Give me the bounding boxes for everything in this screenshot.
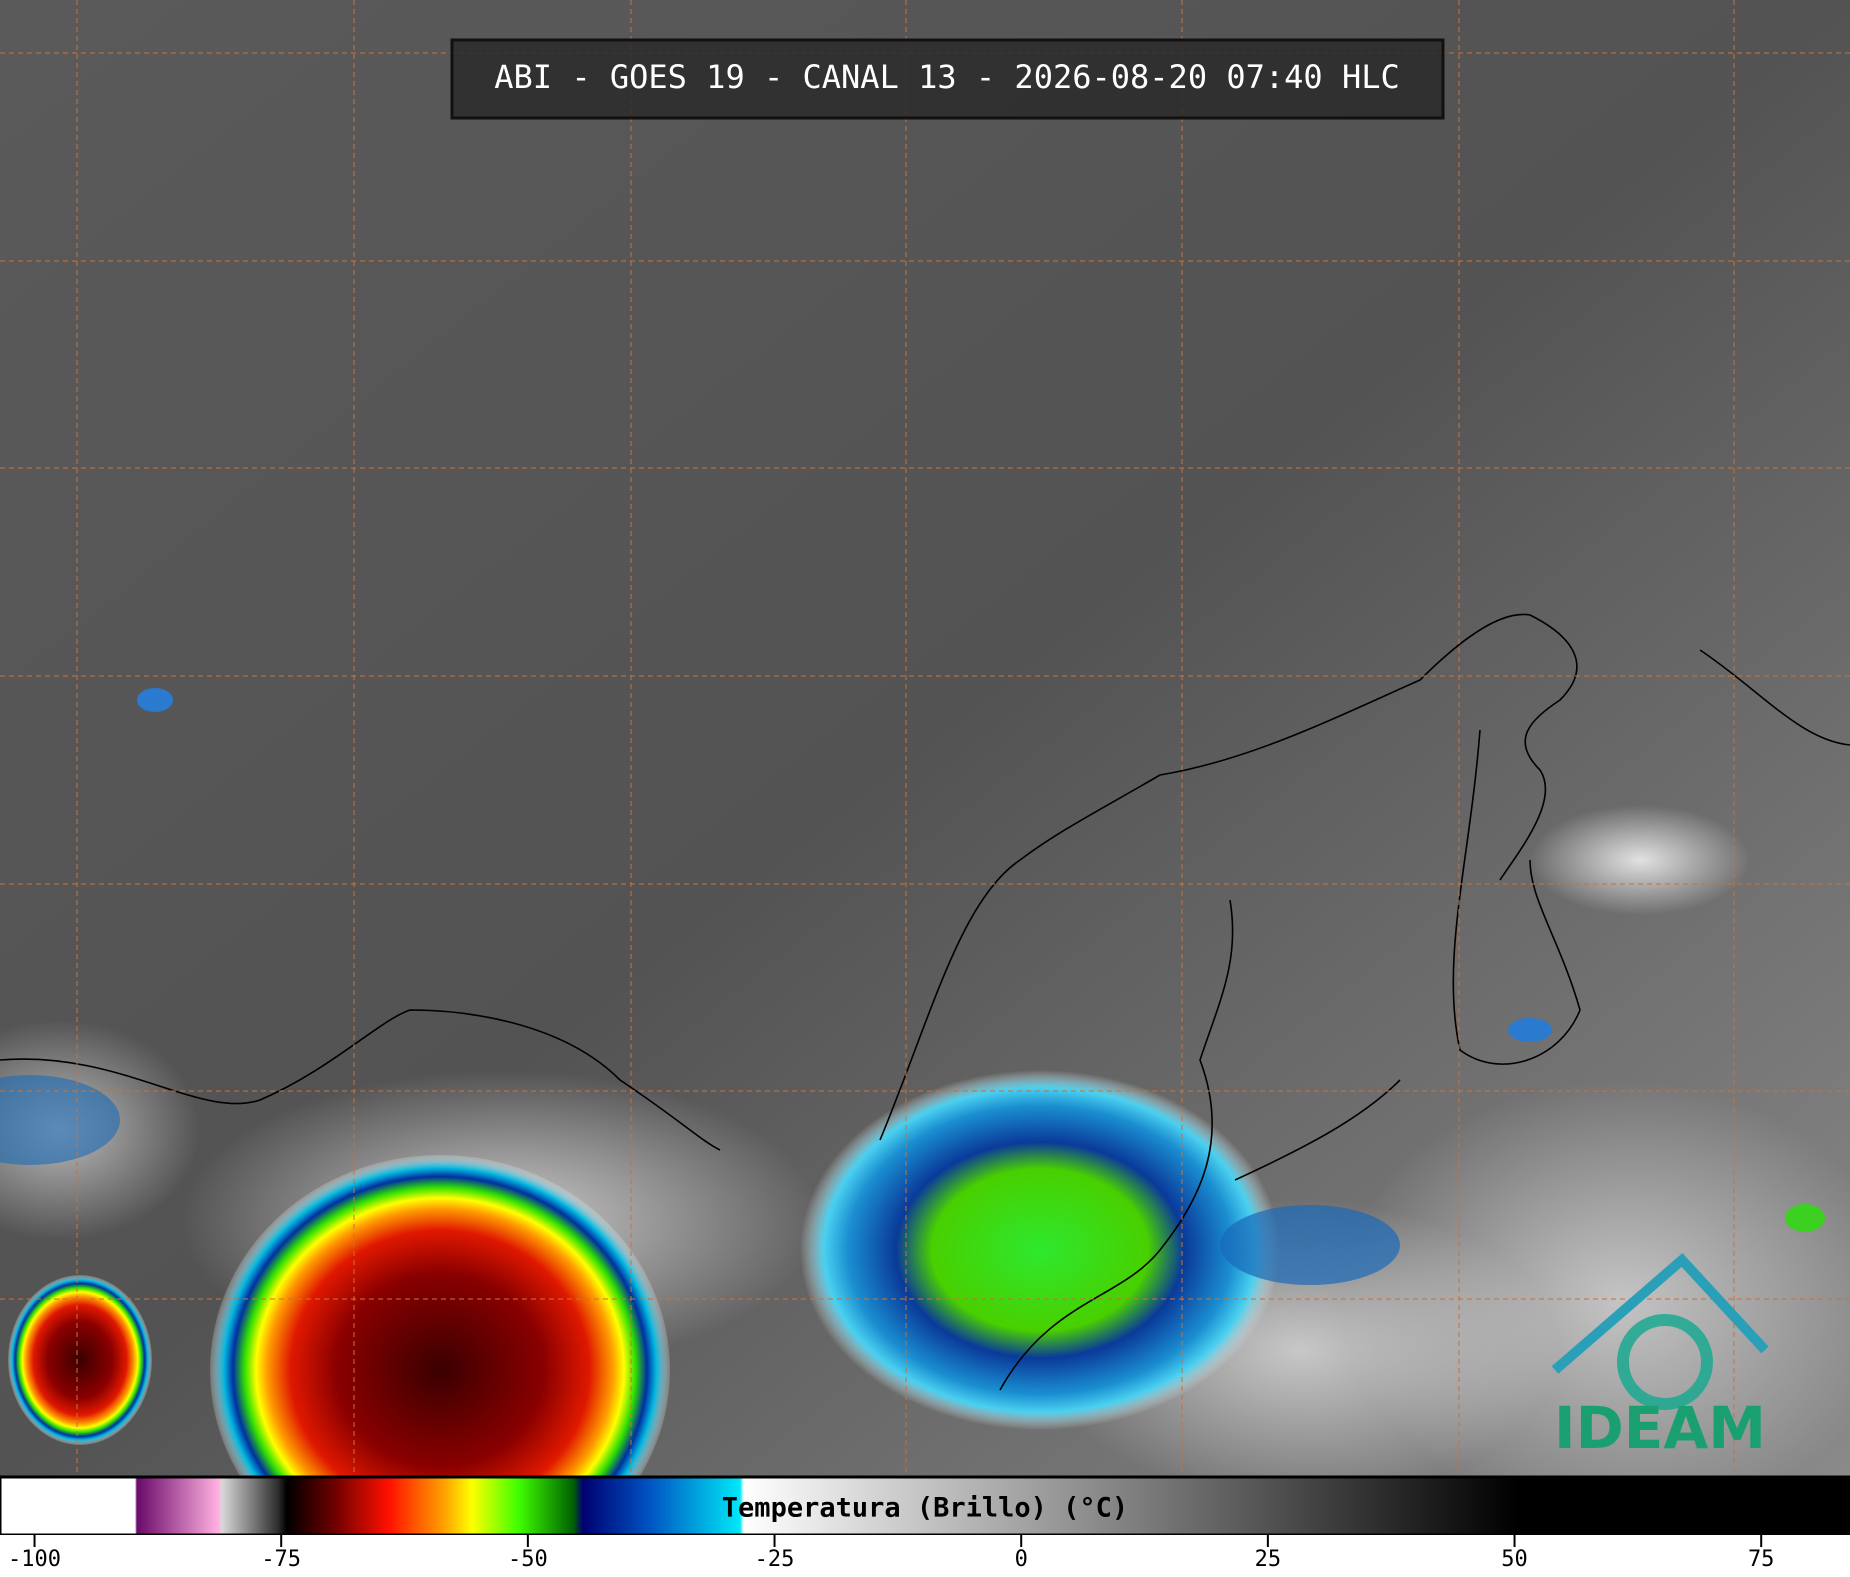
tick-label: -50 xyxy=(508,1547,548,1572)
colorbar-label: Temperatura (Brillo) (°C) xyxy=(722,1493,1128,1524)
coastline xyxy=(0,613,1850,1151)
tick-label: 0 xyxy=(1015,1547,1028,1572)
tick-label: 50 xyxy=(1501,1547,1528,1572)
logo-swirl xyxy=(1617,1314,1713,1410)
logo: IDEAM xyxy=(1551,1253,1769,1462)
storm xyxy=(800,1070,1280,1430)
colorbar-ramp xyxy=(0,1475,1850,1537)
tick-label: 25 xyxy=(1255,1547,1282,1572)
storm xyxy=(0,1075,120,1165)
axis-background xyxy=(0,1535,1850,1577)
cloud xyxy=(1530,805,1750,915)
tick-label: -25 xyxy=(755,1547,795,1572)
title-background xyxy=(450,38,1445,120)
logo-roof xyxy=(1551,1253,1769,1374)
tick-label: -75 xyxy=(261,1547,301,1572)
graticule xyxy=(0,0,1850,1477)
storm xyxy=(137,688,173,712)
storm xyxy=(210,1155,670,1577)
storm xyxy=(1785,1204,1825,1232)
tick-label: -100 xyxy=(8,1547,61,1572)
title-box: ABI - GOES 19 - CANAL 13 - 2026-08-20 07… xyxy=(450,38,1445,120)
title: ABI - GOES 19 - CANAL 13 - 2026-08-20 07… xyxy=(494,58,1399,96)
storm xyxy=(1508,1018,1552,1042)
storm xyxy=(8,1275,152,1445)
logo-text: IDEAM xyxy=(1554,1394,1766,1462)
storm xyxy=(1220,1205,1400,1285)
tick-label: 75 xyxy=(1748,1547,1775,1572)
colorbar: Temperatura (Brillo) (°C) -100 -75 -50 -25 0… xyxy=(0,1475,1850,1577)
border xyxy=(999,729,1581,1391)
